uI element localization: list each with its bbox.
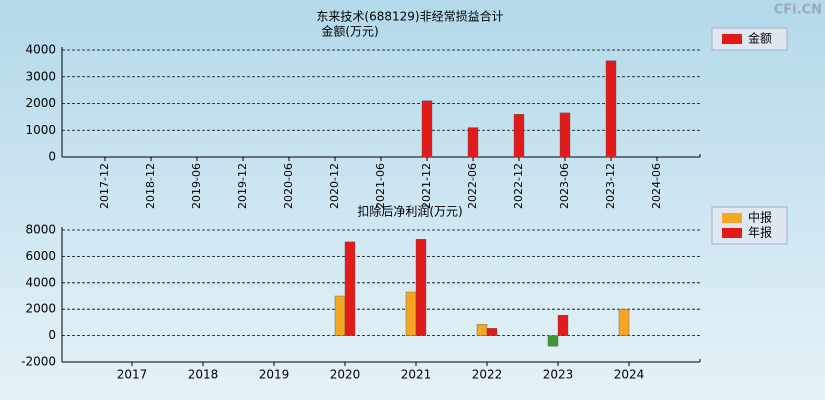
x-tick-label: 2024-06 [650,163,663,209]
bar [415,239,427,336]
y-tick-label: 2000 [25,96,56,110]
x-tick-label: 2019 [259,368,290,382]
legend-label: 年报 [748,225,772,240]
x-tick-label: 2024 [614,368,645,382]
bar [421,100,433,158]
watermark: CFi.CN [774,3,822,18]
bar [467,127,479,158]
y-tick-label: 4000 [25,43,56,57]
bar [405,291,417,336]
y-tick-label: 6000 [25,249,56,263]
x-tick-label: 2018-12 [144,163,157,209]
bar [547,335,559,347]
chart-title: 扣除后净利润(万元) [357,204,462,219]
bar [344,241,356,336]
x-tick-label: 2021 [401,368,432,382]
bar [557,314,569,336]
legend-box [711,27,788,51]
x-tick-label: 2022-12 [512,163,525,209]
x-tick-label: 2020-06 [282,163,295,209]
x-tick-label: 2023-12 [604,163,617,209]
y-tick-label: 0 [48,328,56,342]
bar [559,112,571,158]
y-tick-label: 2000 [25,302,56,316]
legend-swatch [722,34,742,44]
y-tick-label: -2000 [21,355,56,369]
bar [334,295,346,336]
x-tick-label: 2023 [543,368,574,382]
x-tick-label: 2020-12 [328,163,341,209]
bar [486,328,498,336]
chart-subtitle: 金额(万元) [321,24,378,39]
y-tick-label: 3000 [25,69,56,83]
bar [513,113,525,158]
x-tick-label: 2022 [472,368,503,382]
x-tick-label: 2017-12 [98,163,111,209]
legend-label: 金额 [748,31,772,46]
x-tick-label: 2019-06 [190,163,203,209]
x-tick-label: 2019-12 [236,163,249,209]
x-tick-label: 2017 [117,368,148,382]
bar [605,60,617,158]
x-tick-label: 2022-06 [466,163,479,209]
x-tick-label: 2021-06 [374,163,387,209]
y-tick-label: 4000 [25,275,56,289]
chart-title: 东来技术(688129)非经常损益合计 [316,9,503,24]
y-tick-label: 1000 [25,123,56,137]
y-tick-label: 0 [48,150,56,164]
bar [618,309,630,336]
legend-swatch [722,228,742,238]
x-tick-label: 2023-06 [558,163,571,209]
y-tick-label: 8000 [25,223,56,237]
x-tick-label: 2018 [188,368,219,382]
legend-label: 中报 [748,210,772,225]
x-tick-label: 2021-12 [420,163,433,209]
bar [476,324,488,336]
legend-swatch [722,213,742,223]
x-tick-label: 2020 [330,368,361,382]
